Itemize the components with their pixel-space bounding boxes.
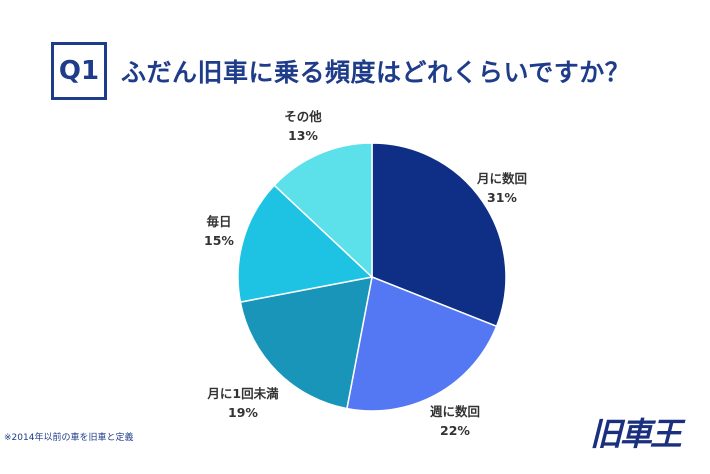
slice-label: その他 xyxy=(284,109,322,124)
slice-value-label: 15% xyxy=(204,233,234,248)
pie-slice xyxy=(346,275,498,412)
slice-label: 週に数回 xyxy=(430,404,480,419)
header: Q1 ふだん旧車に乗る頻度はどれくらいですか？ xyxy=(51,41,630,101)
chart-title: ふだん旧車に乗る頻度はどれくらいですか？ xyxy=(121,58,631,87)
question-badge: Q1 xyxy=(51,42,107,100)
slice-value-label: 31% xyxy=(487,190,517,205)
pie-slice xyxy=(239,276,373,410)
slice-value-label: 13% xyxy=(288,128,318,143)
slice-value-label: 19% xyxy=(228,405,258,420)
footnote: ※2014年以前の車を旧車と定義 xyxy=(4,433,134,443)
brand-logo: 旧車王 xyxy=(590,415,682,453)
slice-label: 月に数回 xyxy=(476,171,527,186)
slice-value-label: 22% xyxy=(440,423,470,438)
slice-label: 月に1回未満 xyxy=(206,386,279,401)
pie-slice xyxy=(371,142,507,328)
pie-slices xyxy=(237,142,507,412)
slice-label: 毎日 xyxy=(206,214,231,229)
pie-labels: 月に数回 31% 週に数回 22% 月に1回未満 19% 毎日 15% その他 13% xyxy=(204,109,527,438)
pie-slice xyxy=(237,184,374,303)
pie-slice xyxy=(273,142,373,279)
